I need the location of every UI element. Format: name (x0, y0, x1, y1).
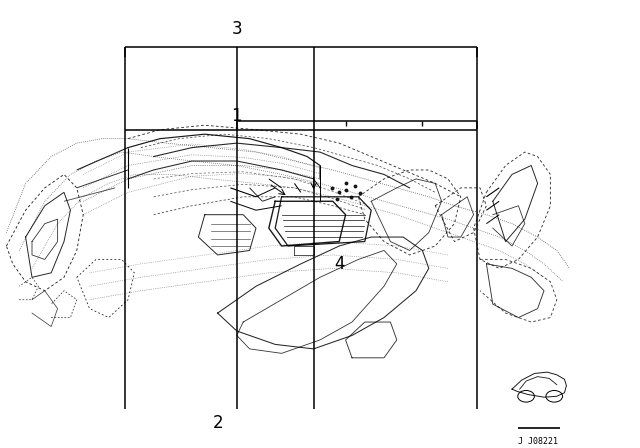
Text: J J08221: J J08221 (518, 436, 559, 446)
Text: 4: 4 (334, 255, 344, 273)
Text: 2: 2 (212, 414, 223, 432)
Text: 3: 3 (232, 20, 242, 38)
Text: 1: 1 (232, 107, 242, 125)
